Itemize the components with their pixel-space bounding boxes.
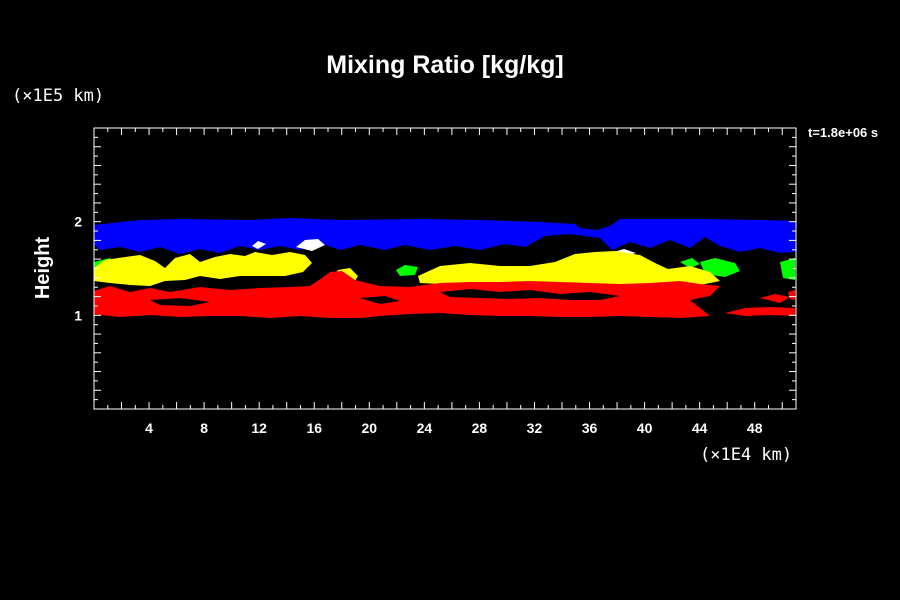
x-tick-label: 44 <box>692 420 708 436</box>
layer-red <box>94 271 720 318</box>
y-tick-label: 1 <box>74 307 82 323</box>
x-tick-label: 8 <box>200 420 208 436</box>
x-tick-label: 16 <box>306 420 322 436</box>
x-tick-label: 36 <box>582 420 598 436</box>
layer-white-1 <box>296 239 325 251</box>
layer-red-east <box>725 307 795 316</box>
layer-green-4 <box>780 258 795 280</box>
x-axis-unit: (×1E4 km) <box>700 445 792 465</box>
time-label: t=1.8e+06 s <box>808 125 878 140</box>
layer-blue <box>94 218 795 254</box>
field-gap <box>440 289 620 300</box>
layer-yellow-right <box>418 251 720 286</box>
layer-yellow-left <box>94 252 312 286</box>
x-tick-label: 28 <box>472 420 488 436</box>
layer-white-2 <box>252 241 266 249</box>
x-tick-label: 4 <box>145 420 153 436</box>
field-gap <box>360 296 400 304</box>
x-tick-label: 20 <box>362 420 378 436</box>
mixing-ratio-field <box>94 218 795 318</box>
field-gap <box>150 298 210 306</box>
layer-green-5 <box>680 258 700 268</box>
y-axis-label: Height <box>32 237 54 300</box>
x-tick-label: 40 <box>637 420 653 436</box>
layer-green-2 <box>396 265 418 276</box>
y-tick-label: 2 <box>74 214 82 230</box>
layer-red-east-3 <box>788 290 795 300</box>
x-tick-label: 32 <box>527 420 543 436</box>
x-tick-label: 48 <box>747 420 763 436</box>
y-axis-unit: (×1E5 km) <box>12 86 104 106</box>
chart-title: Mixing Ratio [kg/kg] <box>326 51 564 79</box>
x-tick-label: 12 <box>251 420 267 436</box>
x-tick-label: 24 <box>417 420 433 436</box>
layer-red-east-2 <box>760 294 790 303</box>
